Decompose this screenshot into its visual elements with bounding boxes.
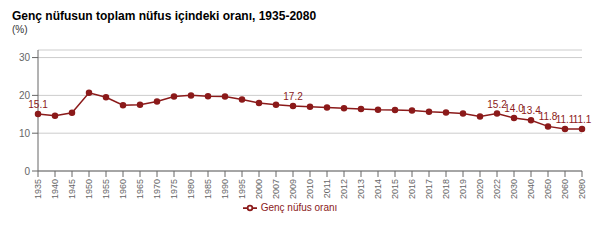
svg-text:2009: 2009	[288, 179, 298, 199]
svg-text:1940: 1940	[50, 179, 60, 199]
svg-text:2000: 2000	[254, 179, 264, 199]
svg-text:15.2: 15.2	[487, 98, 507, 110]
svg-text:11.1: 11.1	[573, 114, 592, 125]
svg-text:2015: 2015	[390, 179, 400, 199]
svg-text:2010: 2010	[305, 179, 315, 199]
svg-text:2017: 2017	[424, 179, 434, 199]
svg-text:30: 30	[19, 52, 31, 63]
svg-text:11.8: 11.8	[538, 111, 558, 123]
svg-text:2030: 2030	[509, 179, 519, 199]
svg-text:20: 20	[18, 89, 30, 101]
svg-text:1980: 1980	[186, 179, 196, 199]
svg-text:11.1: 11.1	[555, 114, 575, 125]
svg-text:10: 10	[19, 128, 31, 139]
svg-text:2011: 2011	[322, 179, 332, 198]
svg-text:2060: 2060	[560, 179, 570, 199]
svg-text:2016: 2016	[407, 179, 417, 199]
svg-text:13.4: 13.4	[521, 105, 541, 117]
svg-text:1960: 1960	[118, 179, 128, 199]
svg-text:2050: 2050	[543, 179, 553, 199]
svg-text:1975: 1975	[169, 179, 179, 199]
svg-text:2020: 2020	[475, 179, 485, 199]
svg-text:2019: 2019	[458, 179, 468, 199]
svg-text:2080: 2080	[577, 179, 587, 199]
svg-text:1990: 1990	[220, 179, 230, 199]
svg-text:1995: 1995	[237, 179, 247, 199]
svg-text:2013: 2013	[356, 179, 366, 199]
svg-text:2040: 2040	[526, 179, 536, 199]
html-text:Genç nüfusun toplam nüfus için: Genç nüfusun toplam nüfus içindeki oranı…	[12, 9, 317, 23]
svg-text:17.2: 17.2	[283, 91, 303, 102]
svg-text:14.0: 14.0	[504, 103, 524, 115]
svg-text:15.1: 15.1	[28, 99, 48, 110]
svg-text:0: 0	[24, 166, 30, 177]
html-text:Genç nüfus oranı: Genç nüfus oranı	[260, 201, 338, 213]
svg-text:2022: 2022	[492, 179, 502, 199]
svg-text:2014: 2014	[373, 179, 383, 199]
svg-text:1935: 1935	[33, 179, 43, 199]
svg-text:1985: 1985	[203, 179, 213, 199]
svg-text:2018: 2018	[441, 179, 451, 199]
svg-text:2012: 2012	[339, 179, 349, 199]
svg-text:2007: 2007	[271, 179, 281, 199]
svg-text:1950: 1950	[84, 179, 94, 199]
svg-text:1945: 1945	[67, 179, 77, 199]
svg-text:1955: 1955	[101, 179, 111, 199]
svg-text:1970: 1970	[152, 179, 162, 199]
svg-text:1965: 1965	[135, 179, 145, 199]
